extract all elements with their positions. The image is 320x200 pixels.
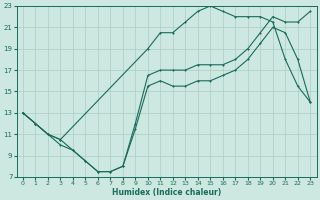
X-axis label: Humidex (Indice chaleur): Humidex (Indice chaleur) (112, 188, 221, 197)
